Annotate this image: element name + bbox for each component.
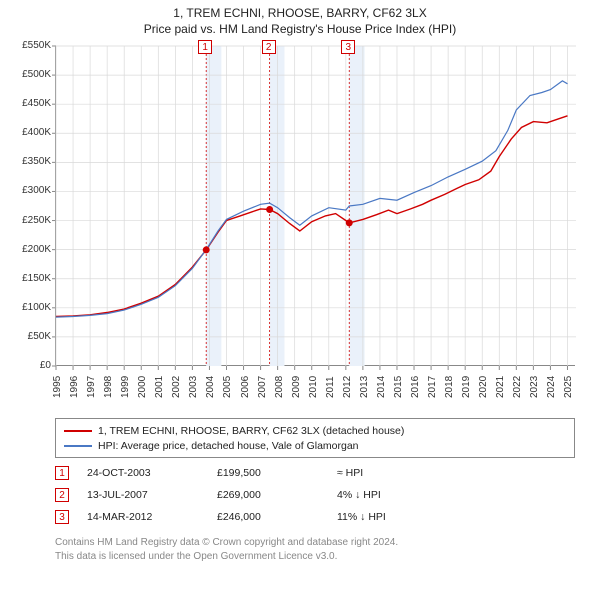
footer-attribution: Contains HM Land Registry data © Crown c… [55,536,575,563]
x-tick-label: 1999 [120,376,131,398]
x-tick-label: 2006 [240,376,251,398]
x-tick-label: 2007 [257,376,268,398]
x-tick-label: 2010 [308,376,319,398]
chart-area: 123 [55,46,575,391]
x-tick-label: 2008 [274,376,285,398]
y-tick-label: £450K [3,98,51,109]
event-marker-box: 3 [55,510,69,524]
footer-line1: Contains HM Land Registry data © Crown c… [55,536,575,550]
y-tick-label: £300K [3,185,51,196]
y-tick-label: £150K [3,273,51,284]
event-price: £269,000 [217,489,337,501]
title-subtitle: Price paid vs. HM Land Registry's House … [0,22,600,36]
x-tick-label: 2014 [376,376,387,398]
chart-container: 1, TREM ECHNI, RHOOSE, BARRY, CF62 3LX P… [0,0,600,590]
legend-swatch [64,430,92,432]
y-tick-label: £550K [3,40,51,51]
event-relation: ≈ HPI [337,467,457,479]
x-tick-label: 2025 [563,376,574,398]
plot-area [55,46,575,366]
y-tick-label: £250K [3,215,51,226]
y-tick-label: £400K [3,127,51,138]
x-tick-label: 1998 [103,376,114,398]
event-price: £246,000 [217,511,337,523]
x-tick-label: 2016 [410,376,421,398]
event-marker-box: 2 [55,488,69,502]
legend: 1, TREM ECHNI, RHOOSE, BARRY, CF62 3LX (… [55,418,575,458]
x-tick-label: 2004 [205,376,216,398]
x-tick-label: 2018 [444,376,455,398]
y-tick-label: £100K [3,302,51,313]
legend-item: 1, TREM ECHNI, RHOOSE, BARRY, CF62 3LX (… [64,423,566,438]
x-tick-label: 2022 [512,376,523,398]
x-tick-label: 2012 [342,376,353,398]
event-date: 13-JUL-2007 [87,489,217,501]
legend-swatch [64,445,92,447]
legend-item: HPI: Average price, detached house, Vale… [64,438,566,453]
footer-line2: This data is licensed under the Open Gov… [55,550,575,564]
legend-label: HPI: Average price, detached house, Vale… [98,440,359,452]
event-price: £199,500 [217,467,337,479]
x-tick-label: 2005 [222,376,233,398]
event-row: 1 24-OCT-2003£199,500≈ HPI [55,462,575,484]
event-marker-box: 1 [55,466,69,480]
event-date: 14-MAR-2012 [87,511,217,523]
event-date: 24-OCT-2003 [87,467,217,479]
y-tick-label: £200K [3,244,51,255]
event-relation: 4% ↓ HPI [337,489,457,501]
x-tick-label: 2013 [359,376,370,398]
x-tick-label: 2020 [478,376,489,398]
x-tick-label: 2011 [325,376,336,398]
x-tick-label: 2002 [171,376,182,398]
y-tick-label: £0 [3,360,51,371]
x-tick-label: 2021 [495,376,506,398]
x-tick-label: 1997 [86,376,97,398]
events-table: 1 24-OCT-2003£199,500≈ HPI 2 13-JUL-2007£26… [55,462,575,528]
x-tick-label: 2023 [529,376,540,398]
x-tick-label: 2000 [137,376,148,398]
x-tick-label: 2009 [291,376,302,398]
plot-svg [56,46,576,366]
x-tick-label: 2024 [546,376,557,398]
y-tick-label: £500K [3,69,51,80]
y-tick-label: £350K [3,156,51,167]
event-row: 2 13-JUL-2007£269,0004% ↓ HPI [55,484,575,506]
x-tick-label: 2003 [188,376,199,398]
event-row: 3 14-MAR-2012£246,00011% ↓ HPI [55,506,575,528]
x-tick-label: 2001 [154,376,165,398]
y-tick-label: £50K [3,331,51,342]
x-tick-label: 1995 [52,376,63,398]
x-tick-label: 2017 [427,376,438,398]
legend-label: 1, TREM ECHNI, RHOOSE, BARRY, CF62 3LX (… [98,425,404,437]
title-area: 1, TREM ECHNI, RHOOSE, BARRY, CF62 3LX P… [0,0,600,36]
marker-box: 3 [341,40,355,54]
x-tick-label: 1996 [69,376,80,398]
title-address: 1, TREM ECHNI, RHOOSE, BARRY, CF62 3LX [0,6,600,20]
marker-box: 1 [198,40,212,54]
x-tick-label: 2019 [461,376,472,398]
x-tick-label: 2015 [393,376,404,398]
marker-box: 2 [262,40,276,54]
event-relation: 11% ↓ HPI [337,511,457,523]
x-axis-labels: 1995 1996 1997 1998 1999 2000 2001 2002 2003 2004… [55,370,575,410]
